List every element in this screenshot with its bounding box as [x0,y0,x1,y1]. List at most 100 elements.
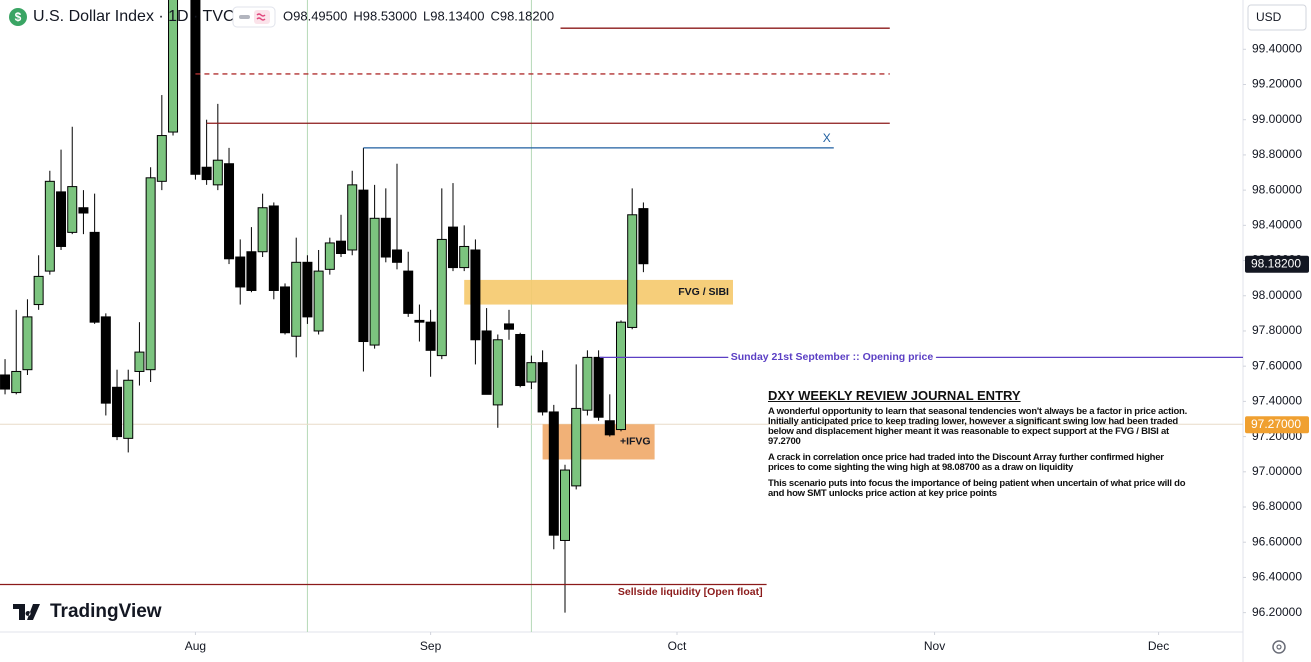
candle-body [627,214,638,328]
candle-body [571,407,582,487]
settings-gear[interactable] [1272,640,1286,654]
journal-paragraph: A crack in correlation once price had tr… [768,452,1164,473]
level-label: X [823,131,831,145]
crosshair-price-tag-bg [1245,416,1309,434]
candle-body [448,226,459,269]
candle-body [67,186,78,233]
candle-body [515,333,526,387]
candle-body [470,249,481,341]
candle-body [324,242,335,270]
last-price-tag: 98.18200 [1251,256,1301,270]
ohlc-key: L [423,8,430,23]
candle-body [537,362,548,413]
candle-body [112,386,123,438]
candle-body [582,356,593,411]
level-label: Sellside liquidity [Open float] [618,586,763,598]
candle-body [212,159,223,186]
x-tick-label: Nov [924,639,945,653]
y-tick-label: 98.60000 [1252,182,1302,196]
ohlc-value: 98.49500 [293,8,347,23]
y-tick-label: 98.00000 [1252,288,1302,302]
y-tick-label: 99.00000 [1252,112,1302,126]
x-tick-label: Sep [420,639,442,653]
ohlc-value: 98.53000 [363,8,417,23]
candle-body [56,191,67,247]
candle-body [302,261,313,318]
symbol-icon [9,8,27,26]
settings-gear-center [1276,644,1282,650]
x-tick-label: Aug [185,639,206,653]
candle-body [414,319,425,323]
candle-body [593,356,604,418]
y-tick-label: 96.20000 [1252,605,1302,619]
candle-body [436,238,447,357]
candle-body [459,245,470,269]
candle-body [257,207,268,253]
y-tick-label: 98.40000 [1252,218,1302,232]
candle-body [268,205,279,291]
candle-body [123,379,134,439]
level-label: Sunday 21st September :: Opening price [731,351,934,363]
crosshair-price-tag: 97.27000 [1251,417,1301,431]
candle-body [235,256,246,288]
candle-body [190,0,201,175]
journal-paragraph: This scenario puts into focus the import… [768,478,1186,499]
ohlc-value: 98.13400 [430,8,484,23]
candle-body [425,321,436,351]
y-tick-label: 97.60000 [1252,358,1302,372]
candle-body [369,217,380,346]
candle-body [0,374,11,390]
candle-body [280,286,291,334]
zone-box [464,279,733,305]
candle-body [615,321,626,431]
candle-body [201,166,212,181]
candle-body [100,316,111,404]
symbol-title: U.S. Dollar Index · 1D · TVC [33,8,235,25]
candle-body [492,339,503,406]
y-tick-label: 96.60000 [1252,534,1302,548]
ohlc-value: 98.18200 [500,8,554,23]
candle-body [291,261,302,337]
header: $ U.S. Dollar Index · 1D · TVC O 98.49500… [9,4,1307,31]
indicator-icon-bg [254,10,270,24]
currency-label: USD [1256,10,1282,24]
candle-body [134,351,145,372]
ohlc-key: H [353,8,362,23]
candle-body [156,135,167,182]
axes: 96.20000 96.40000 96.60000 96.80000 97.00000… [185,41,1309,653]
x-tick-label: Dec [1148,639,1169,653]
candle-body [526,362,537,383]
candle-body [347,184,358,251]
candle-body [224,163,235,260]
candle-body [145,177,156,371]
candle-body [504,323,515,330]
candle-body [168,0,179,133]
candle-body [22,316,33,371]
brand-mark [13,604,40,620]
candle-body [358,189,369,343]
candle-body [548,411,559,536]
y-tick-label: 99.20000 [1252,77,1302,91]
candle-body [44,180,55,272]
candle-body [336,240,347,255]
candle-body [89,231,100,323]
journal-entry: DXY WEEKLY REVIEW JOURNAL ENTRY A wonder… [768,388,1188,505]
currency-button[interactable] [1247,4,1307,31]
y-tick-label: 97.40000 [1252,394,1302,408]
y-tick-label: 96.80000 [1252,499,1302,513]
zone-label: +IFVG [620,436,651,448]
journal-title: DXY WEEKLY REVIEW JOURNAL ENTRY [768,388,1021,403]
ohlc-key: O [283,8,293,23]
x-tick-label: Oct [668,639,687,653]
symbol-icon-glyph: $ [15,10,22,24]
y-tick-label: 97.80000 [1252,323,1302,337]
candle-body [11,370,22,394]
zone-box [542,424,655,460]
y-tick-label: 96.40000 [1252,570,1302,584]
settings-icon[interactable] [1272,640,1286,654]
y-tick-label: 98.80000 [1252,147,1302,161]
indicator-icon [239,15,250,19]
candle-body [392,249,403,263]
zone-label: FVG / SIBI [678,286,729,298]
